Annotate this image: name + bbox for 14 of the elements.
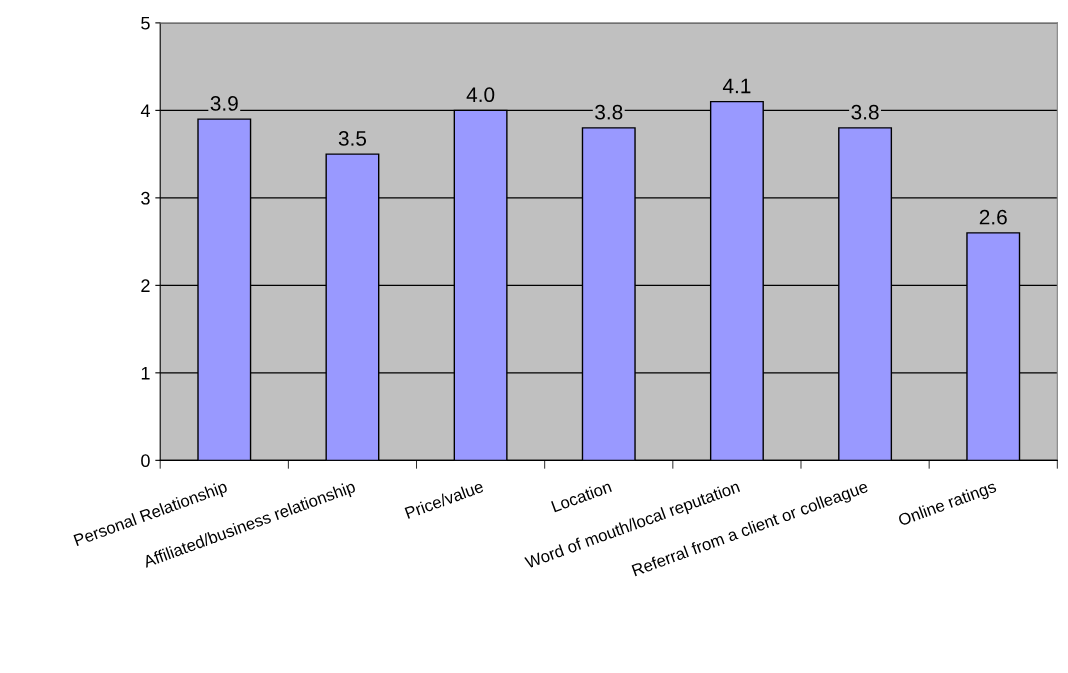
data-label: 4.1: [722, 78, 751, 94]
y-tick-label: 3: [141, 191, 150, 205]
data-label: 3.8: [851, 104, 879, 120]
x-tick-label: Online ratings: [897, 479, 998, 530]
data-label: 2.6: [979, 209, 1007, 225]
data-label: 3.8: [595, 104, 623, 120]
data-label: 3.9: [210, 96, 238, 111]
data-label: 3.5: [338, 131, 367, 146]
data-label: 4.0: [466, 87, 495, 103]
y-tick-label: 0: [141, 454, 150, 468]
y-tick-label: 5: [141, 17, 150, 30]
y-tick-label: 1: [141, 366, 150, 380]
y-tick-label: 4: [140, 104, 150, 117]
y-tick-label: 2: [141, 279, 150, 292]
